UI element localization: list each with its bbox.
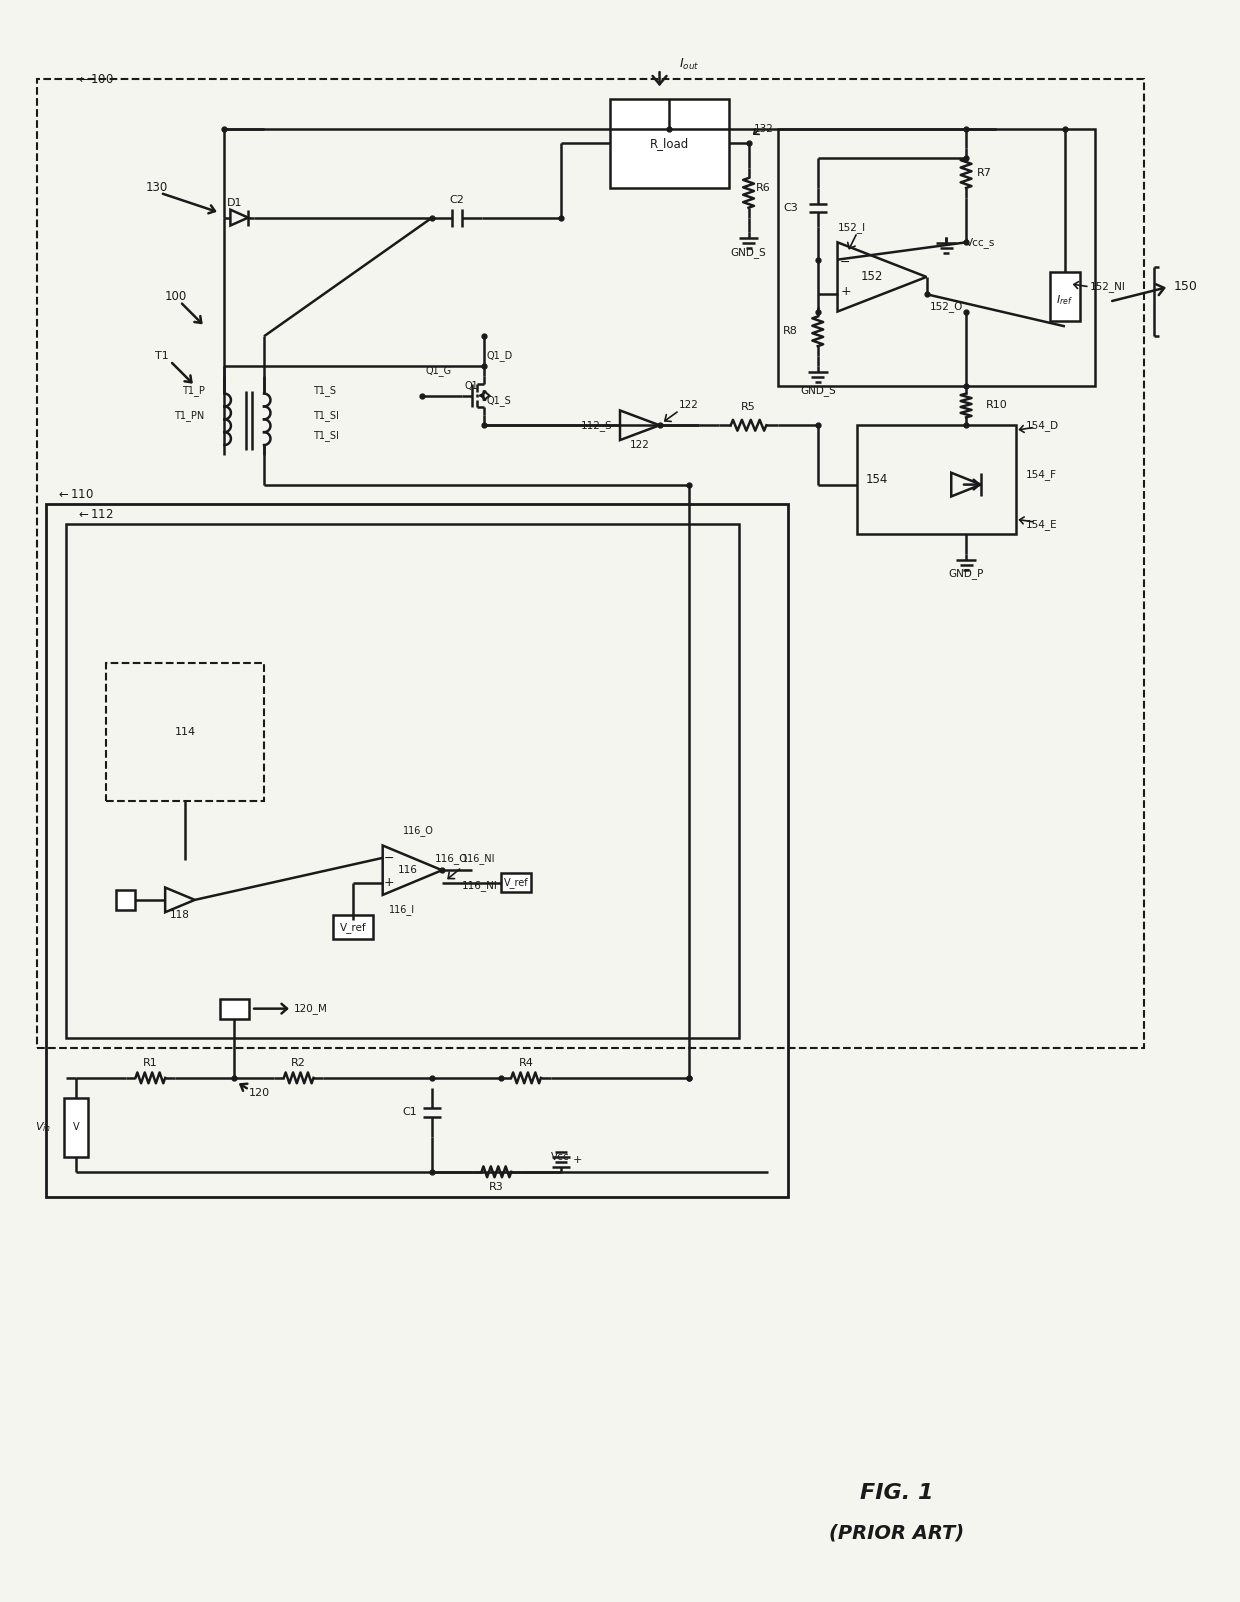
Text: 152_NI: 152_NI [1090,282,1126,292]
Text: T1_SI: T1_SI [314,410,340,421]
Text: R6: R6 [756,183,771,192]
Text: $\leftarrow$110: $\leftarrow$110 [56,489,94,501]
Text: V: V [73,1123,79,1133]
Text: −: − [383,852,394,865]
Text: T1_P: T1_P [182,384,205,396]
Text: 118: 118 [170,910,190,920]
Text: Vcc_s: Vcc_s [966,237,996,248]
Text: R10: R10 [986,400,1008,410]
Text: 120_M: 120_M [294,1003,327,1014]
Text: GND_S: GND_S [730,247,766,258]
Text: R2: R2 [291,1057,306,1069]
Text: Q1_D: Q1_D [486,351,513,362]
Text: 154_E: 154_E [1025,519,1056,530]
Text: 122: 122 [680,400,699,410]
Text: Q1_S: Q1_S [486,396,511,405]
Bar [64,1097,88,1157]
Text: 114: 114 [175,727,196,737]
Text: +: + [841,285,851,298]
Text: C3: C3 [784,203,799,213]
Text: C1: C1 [403,1107,418,1118]
Text: (PRIOR ART): (PRIOR ART) [830,1524,965,1543]
Text: 116_NI: 116_NI [461,879,497,891]
Text: $I_{ref}$: $I_{ref}$ [1056,293,1074,306]
Text: T1_S: T1_S [314,384,336,396]
Bar [779,128,1095,386]
Text: 112_S: 112_S [580,420,613,431]
Text: 116_O: 116_O [403,825,433,836]
Bar [37,78,1145,1048]
Bar [1050,272,1080,322]
Bar [501,873,531,892]
Text: GND_P: GND_P [949,569,983,578]
Text: 132: 132 [754,123,774,133]
Text: R5: R5 [742,402,756,412]
Text: R1: R1 [143,1057,157,1069]
Text: 116: 116 [398,865,418,875]
Bar [115,891,135,910]
Text: 120: 120 [249,1088,270,1097]
Text: Vcc: Vcc [552,1152,570,1161]
Text: 130: 130 [145,181,167,194]
Text: D1: D1 [227,197,242,208]
Text: C2: C2 [449,195,464,205]
Text: R4: R4 [518,1057,533,1069]
Text: 116_NI: 116_NI [461,852,495,863]
Text: 154_F: 154_F [1025,469,1056,481]
Text: T1_SI: T1_SI [314,429,340,441]
Text: 152: 152 [861,271,883,284]
Text: 116_O: 116_O [435,852,469,863]
Text: 150: 150 [1174,280,1198,293]
Text: $\leftarrow$112: $\leftarrow$112 [76,508,114,521]
Bar [857,425,1016,533]
Text: R_load: R_load [650,136,689,151]
Text: −: − [841,256,851,269]
Text: R3: R3 [489,1182,503,1192]
Text: 122: 122 [630,441,650,450]
Text: T1_PN: T1_PN [175,410,205,421]
Text: 152_O: 152_O [930,301,963,312]
Text: +: + [383,876,394,889]
Bar [219,998,249,1019]
Bar [334,915,373,939]
Bar [105,663,264,801]
Text: 154_D: 154_D [1025,420,1059,431]
Text: Q1: Q1 [465,381,479,391]
Text: R7: R7 [976,168,991,178]
Bar [46,505,789,1197]
Text: 154: 154 [866,473,888,485]
Text: +: + [573,1155,582,1165]
Text: 152_I: 152_I [838,223,867,232]
Bar [66,524,739,1038]
Text: 100: 100 [165,290,187,303]
Text: GND_S: GND_S [800,384,836,396]
Text: V_ref: V_ref [503,878,528,888]
Text: $\leftarrow$100: $\leftarrow$100 [76,72,114,85]
Text: V_ref: V_ref [340,923,366,932]
Text: 116_I: 116_I [389,904,415,915]
Bar [610,99,729,187]
Text: Q1_G: Q1_G [425,365,451,376]
Text: T1: T1 [155,351,169,360]
Text: $V_{in}$: $V_{in}$ [35,1120,51,1134]
Text: FIG. 1: FIG. 1 [861,1483,934,1503]
Text: R8: R8 [784,327,799,336]
Text: $I_{out}$: $I_{out}$ [680,56,699,72]
